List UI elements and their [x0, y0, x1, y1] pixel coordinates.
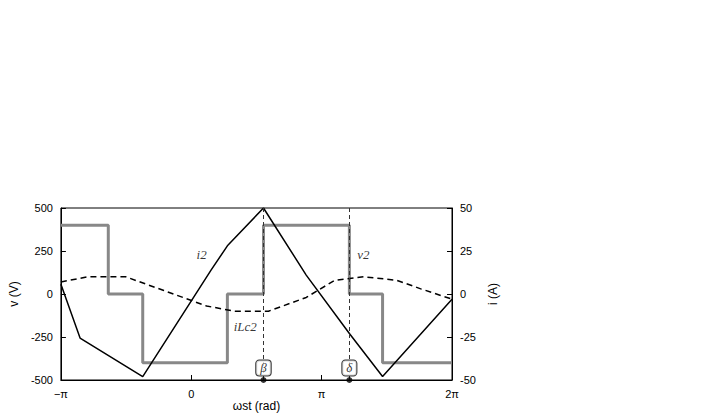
- svg-text:v (V): v (V): [7, 281, 21, 306]
- svg-text:25: 25: [460, 245, 472, 257]
- svg-text:2π: 2π: [445, 388, 459, 400]
- svg-text:0: 0: [460, 288, 466, 300]
- svg-text:ωst (rad): ωst (rad): [233, 399, 280, 413]
- svg-text:i2: i2: [197, 247, 208, 262]
- svg-text:β: β: [259, 360, 267, 375]
- svg-text:50: 50: [460, 202, 472, 214]
- svg-text:i (A): i (A): [486, 283, 500, 305]
- svg-text:−π: −π: [54, 388, 68, 400]
- svg-text:δ: δ: [346, 360, 353, 375]
- svg-text:0: 0: [188, 388, 194, 400]
- svg-text:0: 0: [47, 288, 53, 300]
- svg-text:250: 250: [35, 245, 53, 257]
- svg-text:v2: v2: [357, 247, 370, 262]
- svg-text:iLc2: iLc2: [234, 319, 258, 334]
- svg-text:π: π: [318, 388, 326, 400]
- svg-text:-500: -500: [31, 374, 53, 386]
- svg-text:-25: -25: [460, 331, 476, 343]
- svg-text:-50: -50: [460, 374, 476, 386]
- svg-text:500: 500: [35, 202, 53, 214]
- svg-text:-250: -250: [31, 331, 53, 343]
